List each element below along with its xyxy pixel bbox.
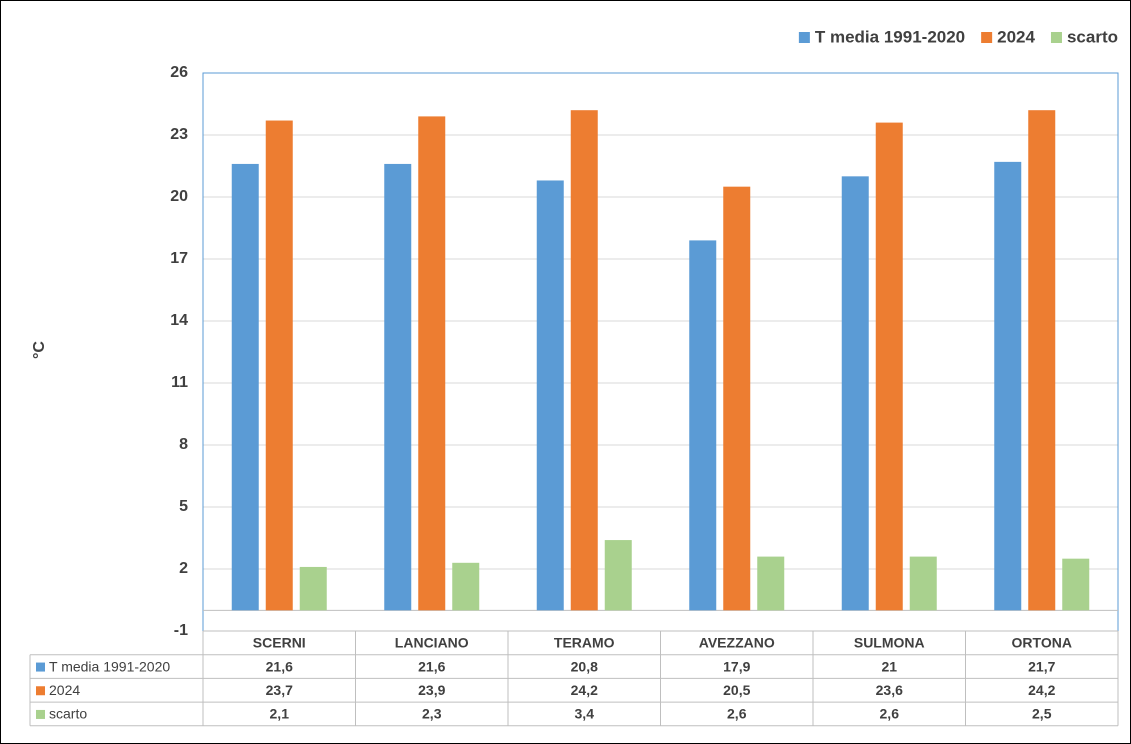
bar bbox=[841, 176, 869, 611]
bar bbox=[384, 163, 412, 611]
bar bbox=[231, 163, 259, 611]
table-value: 2,1 bbox=[270, 706, 290, 722]
table-value: 24,2 bbox=[1028, 682, 1055, 698]
bar bbox=[299, 566, 327, 611]
y-tick-label: 8 bbox=[179, 436, 188, 453]
y-tick-label: 5 bbox=[179, 498, 188, 515]
table-value: 21,6 bbox=[266, 658, 293, 674]
y-axis-label: °C bbox=[31, 341, 48, 359]
bar bbox=[1028, 110, 1056, 611]
table-value: 21 bbox=[881, 658, 897, 674]
x-tick-label: TERAMO bbox=[554, 635, 615, 651]
legend-label: 2024 bbox=[997, 27, 1035, 46]
table-value: 24,2 bbox=[571, 682, 598, 698]
x-tick-label: ORTONA bbox=[1012, 635, 1072, 651]
table-value: 2,3 bbox=[422, 706, 442, 722]
table-value: 23,9 bbox=[418, 682, 445, 698]
table-value: 2,6 bbox=[880, 706, 900, 722]
table-value: 23,6 bbox=[876, 682, 903, 698]
legend-key bbox=[36, 686, 45, 696]
bar bbox=[994, 161, 1022, 611]
table-series-name: T media 1991-2020 bbox=[49, 658, 170, 674]
bar bbox=[418, 116, 446, 611]
bar bbox=[452, 562, 480, 611]
table-value: 17,9 bbox=[723, 658, 750, 674]
table-value: 2,6 bbox=[727, 706, 747, 722]
bar bbox=[536, 180, 564, 611]
bar bbox=[689, 240, 717, 611]
legend-label: T media 1991-2020 bbox=[815, 27, 965, 46]
legend-key bbox=[36, 662, 45, 672]
y-tick-label: 23 bbox=[170, 126, 188, 143]
table-value: 3,4 bbox=[575, 706, 595, 722]
bar bbox=[570, 110, 598, 611]
table-value: 21,7 bbox=[1028, 658, 1055, 674]
bar bbox=[1062, 558, 1090, 611]
legend-key bbox=[981, 32, 993, 43]
bar bbox=[757, 556, 785, 611]
x-tick-label: SCERNI bbox=[253, 635, 306, 651]
table-series-name: 2024 bbox=[49, 682, 80, 698]
bar bbox=[723, 186, 751, 611]
y-tick-label: 11 bbox=[171, 374, 188, 391]
y-tick-label: -1 bbox=[174, 622, 188, 639]
table-value: 2,5 bbox=[1032, 706, 1052, 722]
y-tick-label: 20 bbox=[170, 188, 188, 205]
legend-key bbox=[798, 32, 810, 43]
x-tick-label: AVEZZANO bbox=[699, 635, 775, 651]
bar bbox=[265, 120, 293, 611]
table-value: 20,5 bbox=[723, 682, 750, 698]
bar bbox=[909, 556, 937, 611]
table-series-name: scarto bbox=[49, 706, 87, 722]
bar bbox=[604, 540, 632, 611]
x-tick-label: LANCIANO bbox=[395, 635, 469, 651]
y-tick-label: 14 bbox=[170, 312, 188, 329]
y-tick-label: 26 bbox=[170, 64, 188, 81]
y-tick-label: 17 bbox=[170, 250, 188, 267]
bar bbox=[875, 122, 903, 611]
x-tick-label: SULMONA bbox=[854, 635, 925, 651]
table-value: 20,8 bbox=[571, 658, 598, 674]
legend-key bbox=[36, 709, 45, 719]
table-value: 23,7 bbox=[266, 682, 293, 698]
table-value: 21,6 bbox=[418, 658, 445, 674]
y-tick-label: 2 bbox=[179, 560, 188, 577]
legend-label: scarto bbox=[1067, 27, 1118, 46]
legend-key bbox=[1050, 32, 1062, 43]
